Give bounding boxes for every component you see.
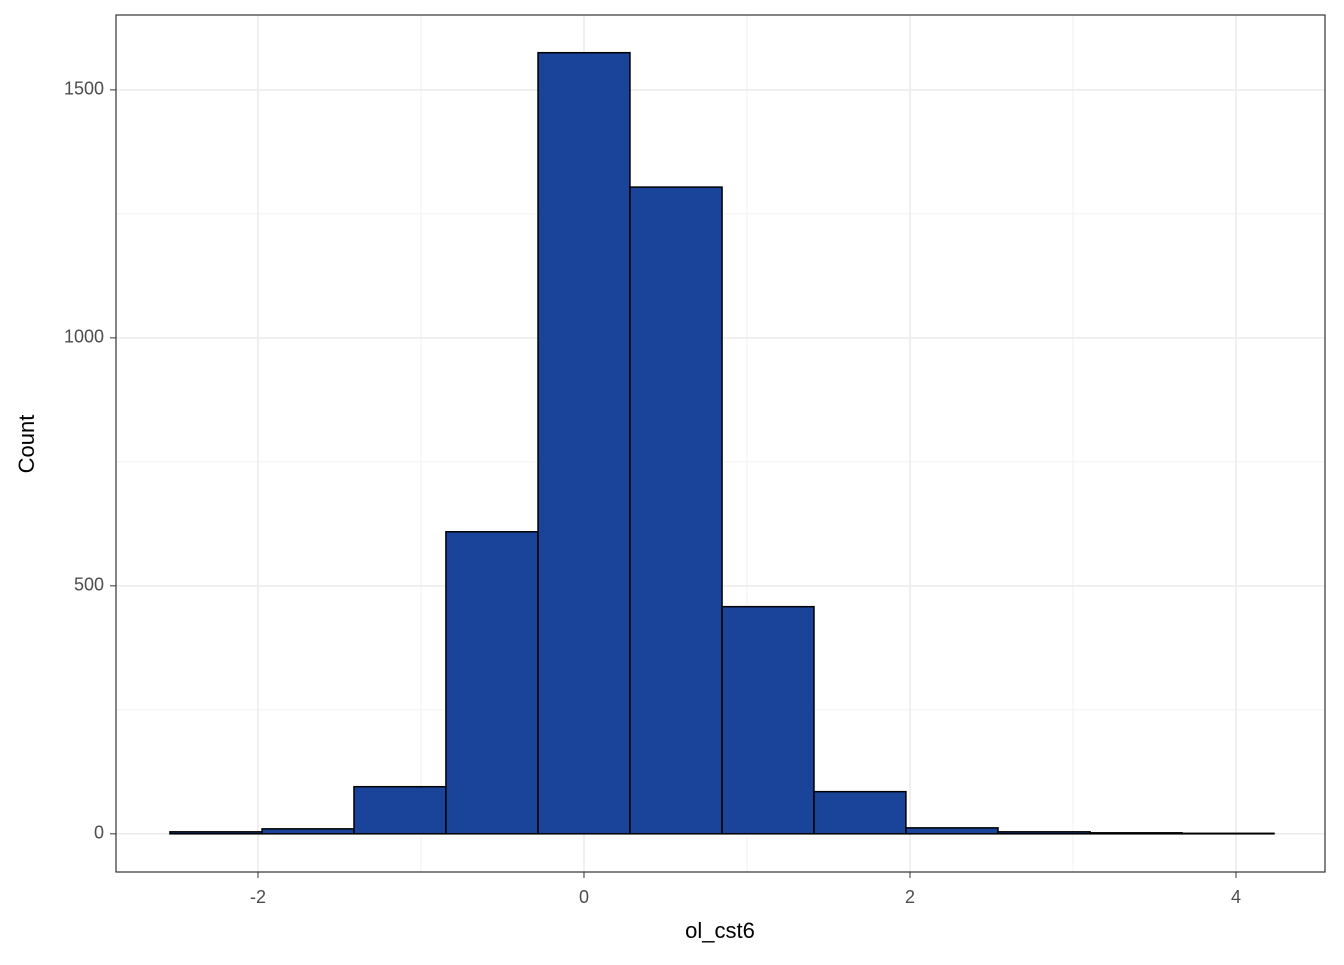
bar: [722, 607, 814, 834]
y-tick-label: 0: [94, 823, 104, 843]
bar: [262, 829, 354, 834]
bar: [814, 792, 906, 834]
x-tick-label: -2: [250, 887, 266, 907]
bar: [998, 832, 1090, 834]
bar: [906, 828, 998, 834]
x-axis-title: ol_cst6: [685, 918, 755, 943]
bar: [538, 53, 630, 834]
bar: [354, 787, 446, 834]
y-tick-label: 1500: [64, 79, 104, 99]
x-tick-label: 4: [1231, 887, 1241, 907]
y-tick-label: 1000: [64, 327, 104, 347]
x-tick-label: 0: [579, 887, 589, 907]
bar: [446, 532, 538, 834]
bar: [1090, 833, 1182, 834]
bar: [630, 187, 722, 834]
y-tick-label: 500: [74, 575, 104, 595]
x-tick-label: 2: [905, 887, 915, 907]
bar: [170, 832, 262, 834]
y-axis-title: Count: [14, 415, 39, 474]
